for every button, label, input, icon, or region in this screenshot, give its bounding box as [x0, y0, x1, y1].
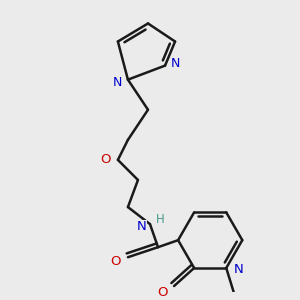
Text: O: O [111, 255, 121, 268]
Text: N: N [137, 220, 147, 232]
Text: N: N [113, 76, 123, 89]
Text: N: N [233, 263, 243, 277]
Text: H: H [156, 213, 164, 226]
Text: O: O [157, 286, 167, 298]
Text: O: O [100, 153, 111, 167]
Text: N: N [170, 57, 180, 70]
